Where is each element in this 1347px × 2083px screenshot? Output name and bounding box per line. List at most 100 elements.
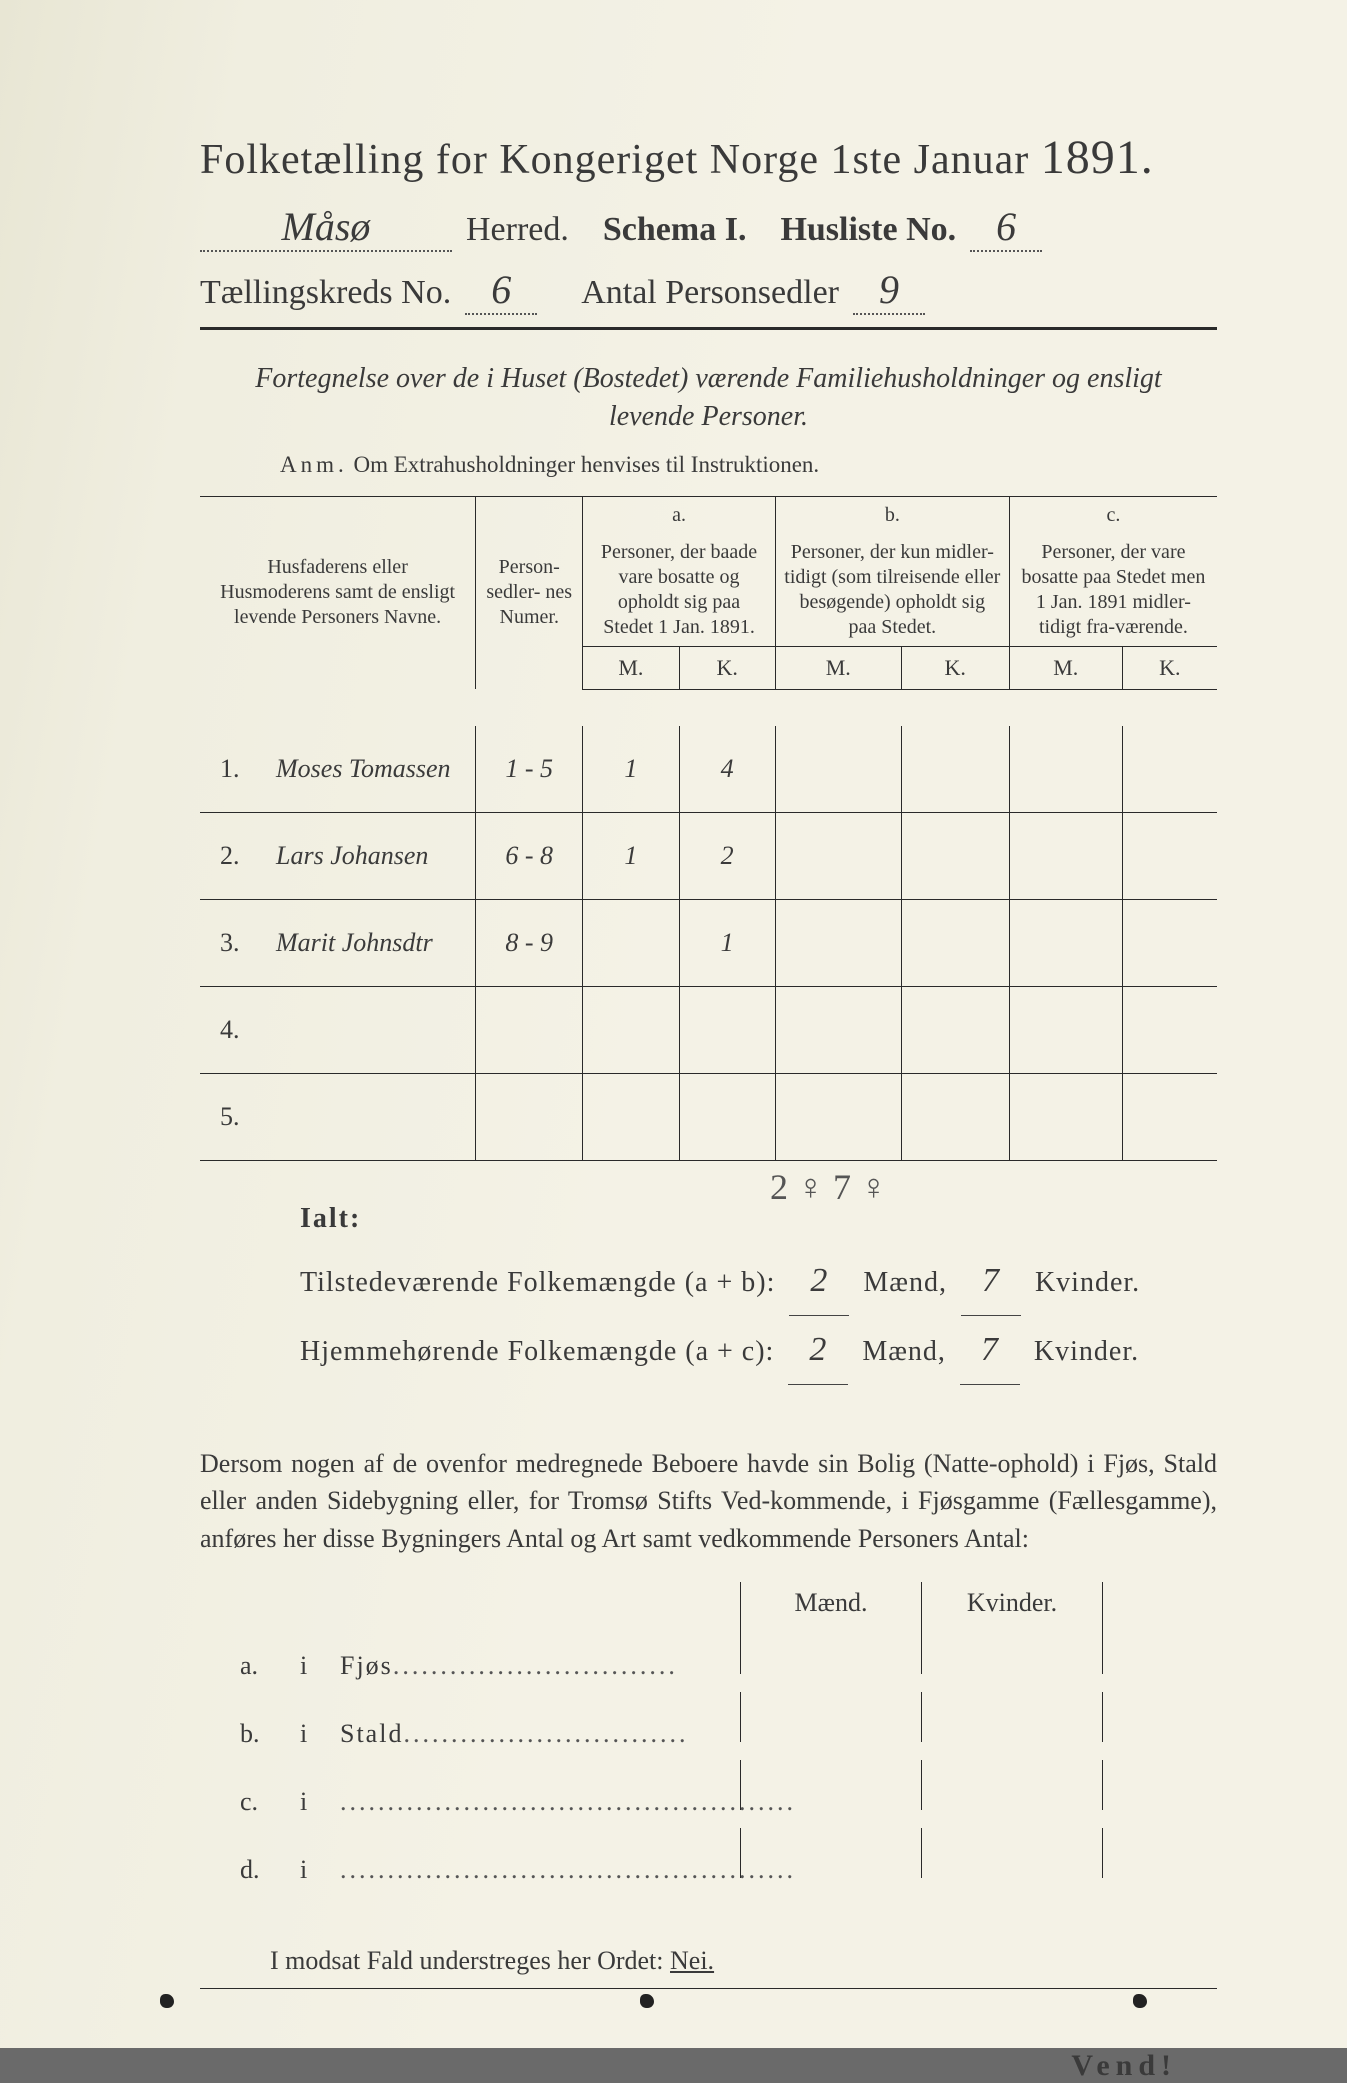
col-b-head: b. xyxy=(775,496,1009,534)
c-k: K. xyxy=(1122,646,1217,689)
row-bm xyxy=(775,1073,901,1160)
row-ck xyxy=(1122,726,1217,813)
row-num: 3. xyxy=(200,899,268,986)
modsat-line: I modsat Fald understreges her Ordet: Ne… xyxy=(270,1946,1217,1976)
row-am: 1 xyxy=(583,726,679,813)
row-num: 2. xyxy=(200,812,268,899)
husliste-label: Husliste No. xyxy=(780,211,956,249)
row-ck xyxy=(1122,812,1217,899)
kreds-label: Tællingskreds No. xyxy=(200,274,451,312)
row-am xyxy=(583,986,679,1073)
col-b-text: Personer, der kun midler-tidigt (som til… xyxy=(775,534,1009,647)
ab-k-value: 7 xyxy=(961,1247,1021,1316)
title-main: Folketælling for Kongeriget Norge 1ste J… xyxy=(200,137,1029,183)
husliste-value: 6 xyxy=(970,203,1042,252)
col-c-text: Personer, der vare bosatte paa Stedet me… xyxy=(1009,534,1217,647)
header-line-1: Måsø Herred. Schema I. Husliste No. 6 xyxy=(200,203,1217,252)
row-ck xyxy=(1122,1073,1217,1160)
row-ak xyxy=(679,986,775,1073)
abcd-list: a. i Fjøs b. i Stald c. i d. i xyxy=(240,1624,1217,1896)
divider-top xyxy=(200,327,1217,330)
row-name xyxy=(268,1073,476,1160)
row-am xyxy=(583,1073,679,1160)
row-num: 1. xyxy=(200,726,268,813)
hole-mark-icon xyxy=(1133,1994,1147,2008)
paragraph-note: Dersom nogen af de ovenfor medregnede Be… xyxy=(200,1445,1217,1558)
herred-label: Herred. xyxy=(466,211,569,249)
ab-m-value: 2 xyxy=(789,1247,849,1316)
row-cm xyxy=(1009,899,1122,986)
abcd-row-d: d. i xyxy=(240,1828,1217,1896)
row-num: 4. xyxy=(200,986,268,1073)
row-ak: 2 xyxy=(679,812,775,899)
b-k: K. xyxy=(901,646,1009,689)
abcd-a-text: Fjøs xyxy=(340,1640,740,1692)
page-title: Folketælling for Kongeriget Norge 1ste J… xyxy=(200,130,1217,185)
row-am xyxy=(583,899,679,986)
row-numer: 6 - 8 xyxy=(476,812,583,899)
ac-m-value: 2 xyxy=(788,1316,848,1385)
a-k: K. xyxy=(679,646,775,689)
row-name: Marit Johnsdtr xyxy=(268,899,476,986)
row-numer: 8 - 9 xyxy=(476,899,583,986)
census-table: Husfaderens eller Husmoderens samt de en… xyxy=(200,496,1217,1161)
subtitle: Fortegnelse over de i Huset (Bostedet) v… xyxy=(240,360,1177,436)
row-bm xyxy=(775,812,901,899)
col-names: Husfaderens eller Husmoderens samt de en… xyxy=(200,496,476,689)
row-bm xyxy=(775,899,901,986)
abcd-row-c: c. i xyxy=(240,1760,1217,1828)
row-bk xyxy=(901,899,1009,986)
row-bk xyxy=(901,986,1009,1073)
row-ck xyxy=(1122,899,1217,986)
sum-ab: Tilstedeværende Folkemængde (a + b): 2 M… xyxy=(300,1247,1217,1316)
row-numer: 1 - 5 xyxy=(476,726,583,813)
totals-block: 2 ♀ 7 ♀ Ialt: Tilstedeværende Folkemængd… xyxy=(300,1191,1217,1385)
hole-mark-icon xyxy=(160,1994,174,2008)
row-name: Lars Johansen xyxy=(268,812,476,899)
row-cm xyxy=(1009,812,1122,899)
vend-label: Vend! xyxy=(200,2049,1177,2083)
herred-value: Måsø xyxy=(200,203,452,252)
abcd-b-text: Stald xyxy=(340,1708,740,1760)
row-bm xyxy=(775,986,901,1073)
hole-mark-icon xyxy=(640,1994,654,2008)
row-ak xyxy=(679,1073,775,1160)
row-numer xyxy=(476,986,583,1073)
row-name: Moses Tomassen xyxy=(268,726,476,813)
row-ak: 1 xyxy=(679,899,775,986)
table-header-row-1: Husfaderens eller Husmoderens samt de en… xyxy=(200,496,1217,534)
table-row: 3. Marit Johnsdtr 8 - 9 1 xyxy=(200,899,1217,986)
antal-value: 9 xyxy=(853,266,925,315)
table-row: 5. xyxy=(200,1073,1217,1160)
table-row: 1. Moses Tomassen 1 - 5 1 4 xyxy=(200,726,1217,813)
col-a-head: a. xyxy=(583,496,776,534)
row-cm xyxy=(1009,986,1122,1073)
col-numer: Person- sedler- nes Numer. xyxy=(476,496,583,689)
row-ck xyxy=(1122,986,1217,1073)
row-bk xyxy=(901,812,1009,899)
annotation-line: Anm. Om Extrahusholdninger henvises til … xyxy=(280,452,1217,478)
mk-m: Mænd. xyxy=(740,1582,921,1624)
col-c-head: c. xyxy=(1009,496,1217,534)
c-m: M. xyxy=(1009,646,1122,689)
a-m: M. xyxy=(583,646,679,689)
row-bm xyxy=(775,726,901,813)
row-num: 5. xyxy=(200,1073,268,1160)
row-numer xyxy=(476,1073,583,1160)
header-line-2: Tællingskreds No. 6 Antal Personsedler 9 xyxy=(200,266,1217,315)
col-a-text: Personer, der baade vare bosatte og opho… xyxy=(583,534,776,647)
row-name xyxy=(268,986,476,1073)
table-row: 4. xyxy=(200,986,1217,1073)
divider-bottom xyxy=(200,1988,1217,1989)
row-am: 1 xyxy=(583,812,679,899)
handwritten-note: 2 ♀ 7 ♀ xyxy=(770,1151,887,1223)
title-year: 1891. xyxy=(1041,131,1154,184)
anm-label: Anm. xyxy=(280,452,348,477)
row-cm xyxy=(1009,1073,1122,1160)
abcd-row-b: b. i Stald xyxy=(240,1692,1217,1760)
sum-ac: Hjemmehørende Folkemængde (a + c): 2 Mæn… xyxy=(300,1316,1217,1385)
anm-text: Om Extrahusholdninger henvises til Instr… xyxy=(354,452,820,477)
row-ak: 4 xyxy=(679,726,775,813)
abcd-c-text xyxy=(340,1776,740,1828)
antal-label: Antal Personsedler xyxy=(581,274,839,312)
